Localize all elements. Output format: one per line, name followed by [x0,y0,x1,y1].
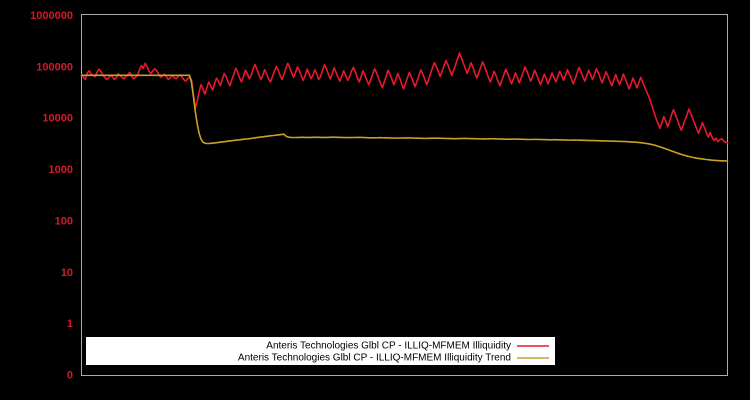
y-axis-tick-label: 1000000 [30,10,73,22]
chart-legend[interactable]: Anteris Technologies Glbl CP - ILLIQ-MFM… [86,337,555,365]
y-axis-tick-label: 100000 [36,61,73,73]
legend-label-1: Anteris Technologies Glbl CP - ILLIQ-MFM… [266,341,511,352]
y-axis-tick-label: 10000 [42,113,73,125]
legend-label-2: Anteris Technologies Glbl CP - ILLIQ-MFM… [238,353,511,364]
plot-area-border [81,14,728,376]
legend-background [86,337,555,365]
data-series-group [80,52,729,162]
y-axis-tick-label: 100 [55,215,73,227]
y-axis-tick-label: 10 [61,267,73,279]
y-axis-tick-label: 1000 [49,164,73,176]
series-line-2 [80,74,729,162]
y-axis-tick-label: 0 [67,369,73,381]
y-axis-tick-label: 1 [67,318,73,330]
series-line-1 [80,52,729,144]
